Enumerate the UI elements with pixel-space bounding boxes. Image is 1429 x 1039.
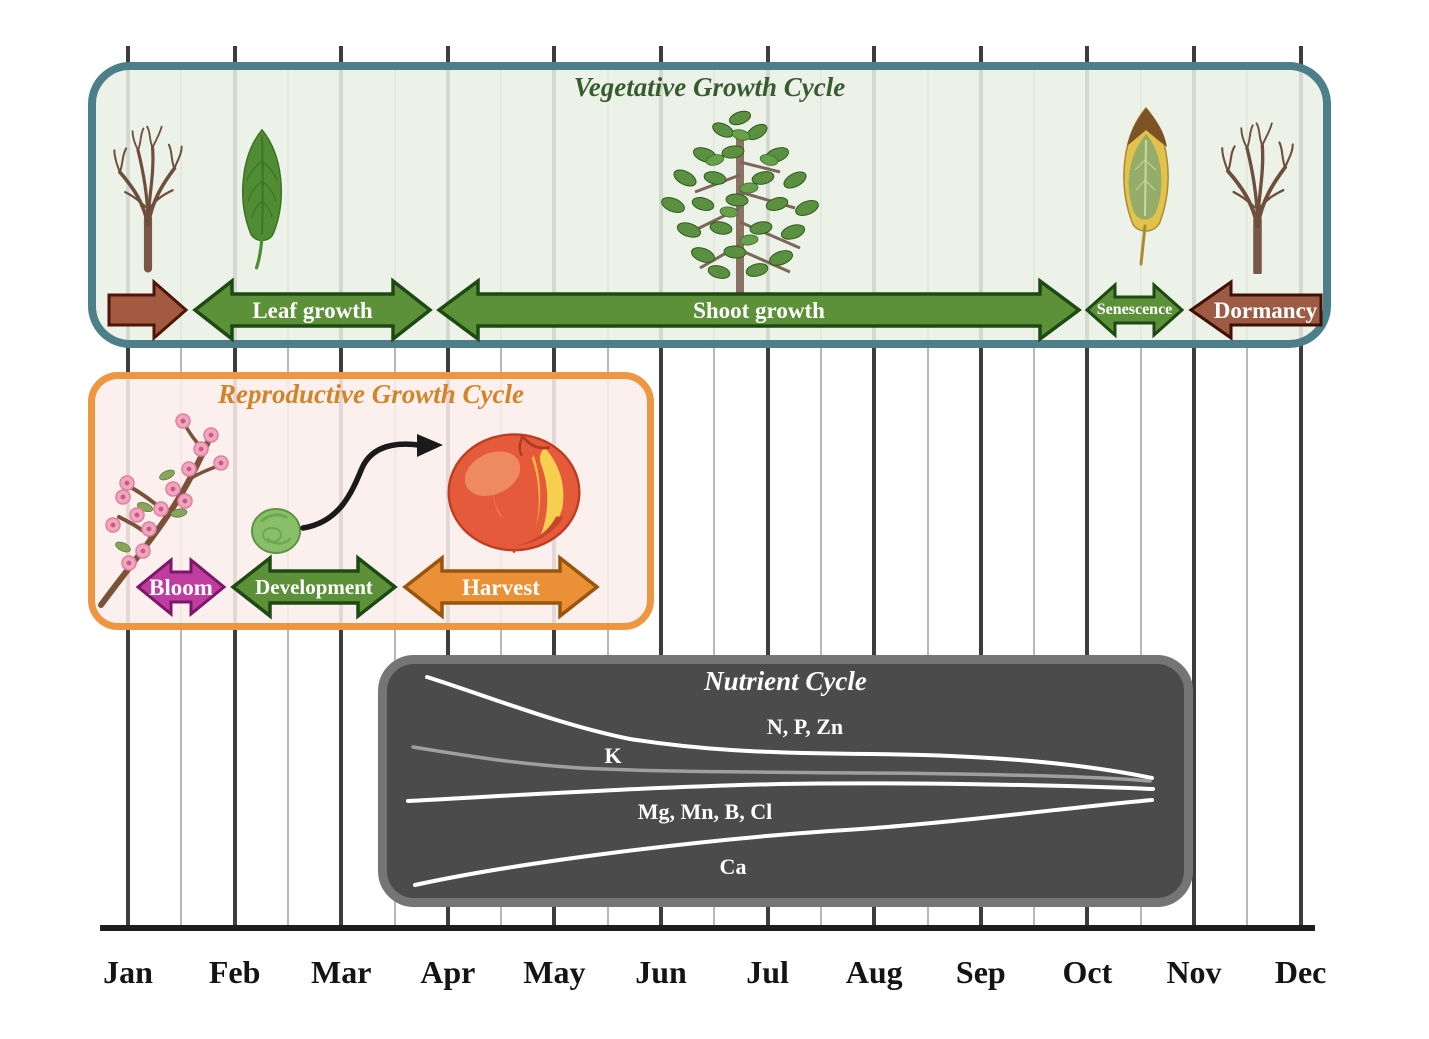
month-label: Jan xyxy=(103,954,153,990)
gridline-major xyxy=(1192,46,1196,928)
month-label: Jul xyxy=(746,954,789,990)
gridline-major xyxy=(1298,46,1303,928)
stage-arrow-harvest: Harvest xyxy=(402,553,600,621)
green-leaf-icon xyxy=(242,128,282,270)
nutrient-title: Nutrient Cycle xyxy=(704,666,867,696)
stage-label: Senescence xyxy=(1096,301,1173,318)
gridline-major xyxy=(872,46,877,928)
leafy-tree-icon xyxy=(661,110,819,296)
stage-arrow-shoot-growth: Shoot growth xyxy=(436,276,1082,344)
growth-curve-arrow-icon xyxy=(300,434,443,531)
dormant-tree-icon-2 xyxy=(1221,122,1294,274)
stage-label: Dormancy xyxy=(1213,297,1318,323)
gridline-major xyxy=(765,46,770,928)
stage-label: Shoot growth xyxy=(693,297,825,323)
curve-label-mg-mn-b-cl: Mg, Mn, B, Cl xyxy=(637,799,773,824)
curve-label-ca: Ca xyxy=(719,854,747,879)
month-label: Oct xyxy=(1062,954,1113,990)
curve-ca xyxy=(413,798,1154,887)
stage-arrow-dormancy: Dormancy xyxy=(1187,276,1324,344)
stage-label: Harvest xyxy=(462,574,540,600)
senescent-leaf-icon xyxy=(1123,106,1169,266)
young-fruit-icon xyxy=(251,508,301,554)
month-label: Nov xyxy=(1166,954,1222,990)
stage-label: Bloom xyxy=(149,574,213,600)
gridline-minor xyxy=(1139,62,1142,928)
reproductive-title: Reproductive Growth Cycle xyxy=(218,379,524,409)
gridline-major xyxy=(1085,46,1090,928)
stage-arrow-development: Development xyxy=(230,553,398,621)
gridline-minor xyxy=(713,62,716,928)
curve-k xyxy=(411,745,1152,783)
curve-label-n-p-zn: N, P, Zn xyxy=(766,714,844,739)
stage-arrow-senescence: Senescence xyxy=(1085,276,1184,344)
timeline-baseline xyxy=(100,925,1315,931)
gridline-minor xyxy=(1246,62,1249,928)
stage-arrow-leaf-growth: Leaf growth xyxy=(192,276,433,344)
stage-arrow-bloom: Bloom xyxy=(135,553,227,621)
gridline-minor xyxy=(926,62,929,928)
stage-label: Development xyxy=(255,574,373,599)
ripe-peach-icon xyxy=(447,433,581,553)
month-label: Dec xyxy=(1274,954,1327,990)
curve-mg-mn-b-cl xyxy=(406,781,1155,803)
month-label: May xyxy=(523,954,586,990)
nutrient-curves xyxy=(406,675,1155,887)
blossom-branch-icon xyxy=(98,413,229,608)
gridline-minor xyxy=(1033,62,1036,928)
stage-label: Leaf growth xyxy=(252,297,373,323)
gridline-major xyxy=(659,46,663,928)
vegetative-title: Vegetative Growth Cycle xyxy=(573,72,846,102)
month-label: Jun xyxy=(635,954,687,990)
month-label: Apr xyxy=(420,954,476,990)
stage-arrow-lead-in xyxy=(106,276,189,344)
month-label: Mar xyxy=(310,954,372,990)
gridline-minor xyxy=(819,62,822,928)
dormant-tree-icon xyxy=(113,125,183,273)
month-label: Feb xyxy=(208,954,261,990)
curve-n-p-zn xyxy=(425,675,1154,780)
curve-label-k: K xyxy=(604,743,622,768)
month-label: Aug xyxy=(845,954,903,990)
gridline-major xyxy=(978,46,983,928)
month-label: Sep xyxy=(955,954,1006,990)
